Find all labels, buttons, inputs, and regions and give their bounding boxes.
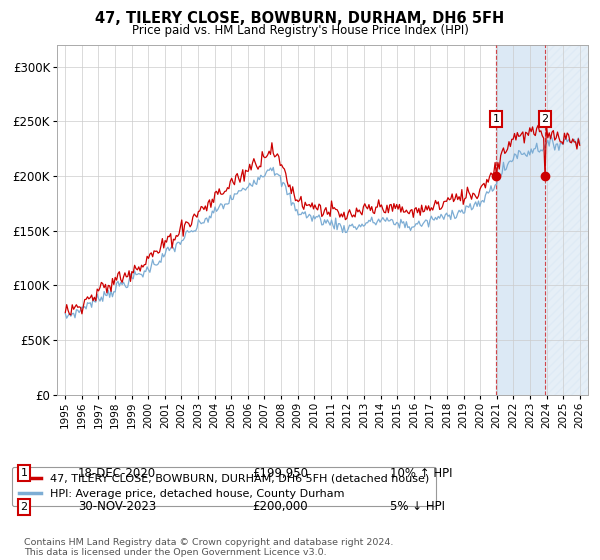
Bar [545,45,588,395]
Text: Price paid vs. HM Land Registry's House Price Index (HPI): Price paid vs. HM Land Registry's House … [131,24,469,36]
Text: £199,950: £199,950 [252,466,308,480]
Bar [496,45,545,395]
Text: 30-NOV-2023: 30-NOV-2023 [78,500,156,514]
Text: 10% ↑ HPI: 10% ↑ HPI [390,466,452,480]
Text: Contains HM Land Registry data © Crown copyright and database right 2024.
This d: Contains HM Land Registry data © Crown c… [24,538,394,557]
Text: 1: 1 [493,114,500,124]
Text: 2: 2 [542,114,549,124]
Text: 47, TILERY CLOSE, BOWBURN, DURHAM, DH6 5FH: 47, TILERY CLOSE, BOWBURN, DURHAM, DH6 5… [95,11,505,26]
Text: 5% ↓ HPI: 5% ↓ HPI [390,500,445,514]
Text: 2: 2 [20,502,28,512]
Text: 18-DEC-2020: 18-DEC-2020 [78,466,156,480]
Legend: 47, TILERY CLOSE, BOWBURN, DURHAM, DH6 5FH (detached house), HPI: Average price,: 47, TILERY CLOSE, BOWBURN, DURHAM, DH6 5… [12,467,436,506]
Text: £200,000: £200,000 [252,500,308,514]
Text: 1: 1 [20,468,28,478]
Bar [545,45,588,395]
